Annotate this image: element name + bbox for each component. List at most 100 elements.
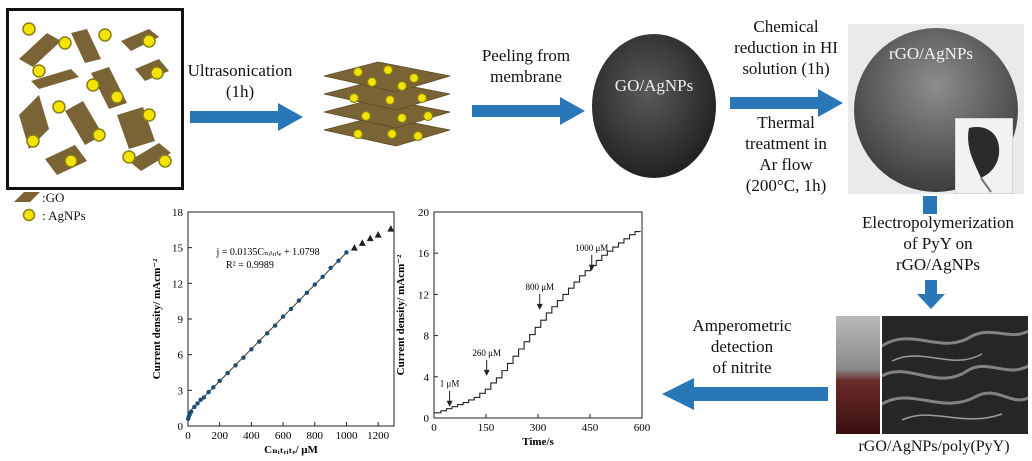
x-tick-label: 300 [530, 422, 547, 434]
arrow-right-2 [472, 97, 585, 125]
arrow-down-1 [923, 196, 937, 214]
data-point [188, 409, 194, 414]
amperometric-trace [434, 231, 641, 414]
rgo-agnps-film-label: rGO/AgNPs [888, 44, 974, 63]
data-point [249, 347, 254, 352]
agnp [86, 78, 100, 92]
go-agnps-film-label: GO/AgNPs [614, 76, 694, 95]
y-axis-label: Current density/ mAcm⁻² [395, 254, 407, 375]
y-tick-label: 8 [424, 331, 430, 343]
agnp [64, 154, 78, 168]
data-point [265, 331, 270, 336]
x-axis-label: Cₙᵢₜᵣᵢₜₑ/ μM [264, 444, 318, 456]
agnp [110, 90, 124, 104]
electropolymerization-text: Electropolymerization of PyY on rGO/AgNPs [862, 213, 1014, 274]
y-tick-label: 0 [424, 413, 430, 425]
y-tick-label: 3 [178, 385, 184, 397]
agnp [98, 28, 112, 42]
dispersed-go-box [6, 8, 184, 190]
arrow-right-1 [190, 103, 303, 131]
chemical-reduction-text: Chemical reduction in HI solution (1h) [734, 17, 838, 78]
data-point [320, 274, 325, 279]
y-tick-label: 18 [172, 207, 184, 219]
plot-frame [433, 211, 643, 419]
concentration-annotation: 1 μM [440, 379, 460, 389]
ultrasonication-text: Ultrasonication (1h) [187, 61, 293, 101]
y-tick-label: 16 [418, 248, 430, 260]
data-point [233, 363, 238, 368]
data-point [211, 385, 216, 390]
data-point [288, 306, 294, 312]
x-tick-label: 600 [634, 422, 651, 434]
x-tick-label: 200 [211, 430, 228, 442]
legend-agnps-label: : AgNPs [42, 208, 86, 223]
rgo-flexible-film-inset [955, 118, 1013, 194]
data-point [328, 265, 333, 271]
dispersed-go-illustration [19, 22, 172, 175]
annotation-arrow-head [483, 369, 490, 376]
stacked-go-layers [323, 61, 451, 147]
agnp [52, 100, 66, 114]
go-sheet [31, 69, 79, 89]
legend-go-label: :GO [42, 190, 65, 205]
amperometric-response-chart: 0 150 300 450 600 0 4 8 12 16 20 Time/s Current dens… [395, 207, 651, 448]
y-tick-label: 4 [424, 372, 430, 384]
concentration-annotation: 800 μM [525, 282, 554, 292]
arrow-left [662, 378, 828, 410]
arrow-down-2 [917, 280, 945, 309]
x-axis-label: Time/s [522, 436, 554, 448]
agnp [26, 134, 40, 148]
concentration-annotation: 260 μM [472, 348, 501, 358]
sem-image [882, 316, 1028, 434]
data-point [192, 404, 197, 410]
data-point [225, 370, 230, 376]
x-tick-label: 0 [431, 422, 437, 434]
y-tick-label: 15 [172, 243, 184, 255]
peeling-text: Peeling from membrane [481, 46, 571, 86]
data-point-triangle [350, 244, 358, 251]
annotation-arrow-head [536, 303, 543, 310]
x-tick-label: 0 [185, 430, 191, 442]
thermal-treatment-text: Thermal treatment in Ar flow (200°C, 1h) [745, 113, 827, 195]
calibration-chart: 0 200 400 600 800 1000 1200 0 3 6 9 12 15 18 Cₙᵢₜᵣᵢₜₑ/… [151, 207, 395, 456]
data-point [344, 250, 349, 255]
y-tick-label: 9 [178, 314, 184, 326]
x-tick-label: 600 [275, 430, 292, 442]
legend-agnp-swatch [22, 208, 36, 222]
data-point [201, 395, 207, 400]
agnp [58, 36, 72, 50]
data-point [312, 282, 317, 287]
amperometric-text: Amperometric detection of nitrite [692, 316, 792, 377]
data-point [304, 290, 310, 296]
fit-equation: j = 0.0135Cₙᵢₜᵣᵢₜₑ + 1.0798 [216, 247, 320, 258]
agnp [158, 154, 172, 168]
agnp [142, 34, 156, 48]
final-composite-label: rGO/AgNPs/poly(PyY) [858, 438, 1010, 455]
y-tick-label: 12 [418, 289, 429, 301]
x-tick-label: 450 [582, 422, 599, 434]
y-tick-label: 0 [178, 421, 184, 433]
agnp [150, 66, 164, 80]
data-point-triangle [366, 234, 374, 242]
agnp [122, 150, 136, 164]
y-axis-label: Current density/ mAcm⁻² [151, 258, 163, 379]
data-point [217, 378, 222, 384]
legend-go-swatch [14, 192, 40, 202]
x-tick-label: 1000 [335, 430, 358, 442]
y-tick-label: 12 [172, 278, 183, 290]
data-point-triangle [358, 239, 366, 246]
go-sheet [71, 29, 101, 63]
data-point-triangle [387, 225, 395, 232]
agnp [142, 108, 156, 122]
go-sheet [19, 33, 61, 67]
y-tick-label: 6 [178, 350, 184, 362]
x-tick-label: 800 [307, 430, 324, 442]
data-point [198, 397, 203, 403]
annotation-arrow-head [588, 264, 595, 271]
agnp [22, 22, 36, 36]
agnp [32, 64, 46, 78]
data-point [272, 323, 278, 328]
arrow-right-3 [730, 89, 843, 117]
data-point [336, 258, 341, 263]
data-point [206, 389, 211, 395]
